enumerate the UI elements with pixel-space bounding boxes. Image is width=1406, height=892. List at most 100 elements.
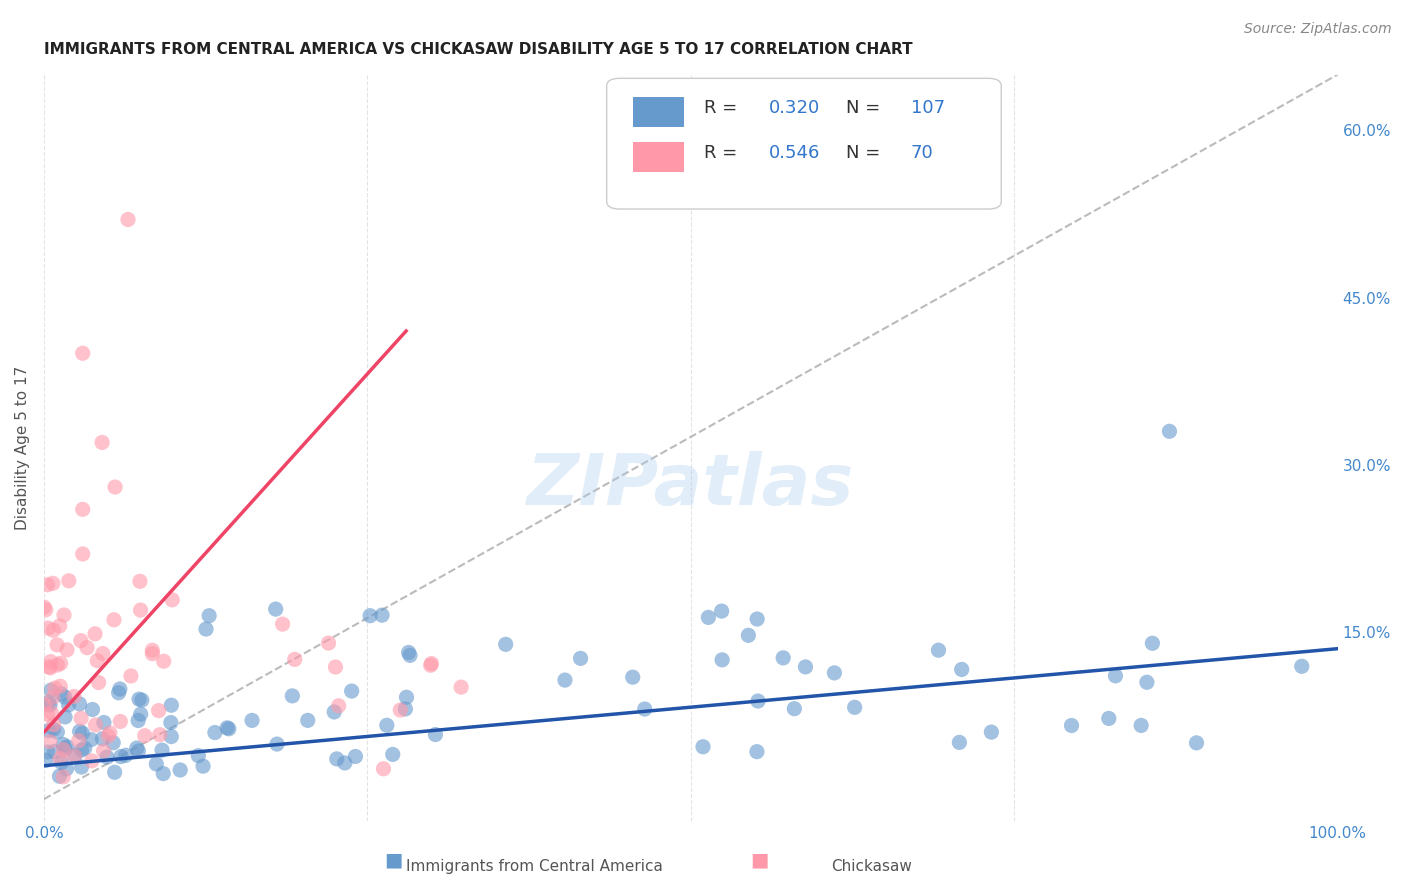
Immigrants from Central America xyxy=(191,759,214,773)
Immigrants from Central America xyxy=(395,690,418,705)
Chickasaw xyxy=(44,681,66,696)
Immigrants from Central America xyxy=(621,670,644,684)
Chickasaw xyxy=(419,658,441,673)
Immigrants from Central America xyxy=(240,714,263,728)
Text: ZIPatlas: ZIPatlas xyxy=(527,450,855,520)
Immigrants from Central America xyxy=(160,715,183,730)
Immigrants from Central America xyxy=(1098,711,1121,725)
Chickasaw xyxy=(91,647,114,661)
Text: 70: 70 xyxy=(911,144,934,162)
Chickasaw xyxy=(325,660,347,674)
Text: IMMIGRANTS FROM CENTRAL AMERICA VS CHICKASAW DISABILITY AGE 5 TO 17 CORRELATION : IMMIGRANTS FROM CENTRAL AMERICA VS CHICK… xyxy=(44,42,912,57)
FancyBboxPatch shape xyxy=(633,142,685,171)
Immigrants from Central America xyxy=(218,722,240,736)
Chickasaw xyxy=(80,754,103,768)
Chickasaw xyxy=(42,718,65,732)
Chickasaw xyxy=(141,643,163,657)
Immigrants from Central America xyxy=(371,608,394,623)
Chickasaw xyxy=(328,698,350,713)
Immigrants from Central America xyxy=(195,622,218,636)
Chickasaw xyxy=(93,744,115,758)
Immigrants from Central America xyxy=(96,750,118,764)
Immigrants from Central America xyxy=(48,769,70,783)
Chickasaw xyxy=(134,729,156,743)
Chickasaw xyxy=(46,658,69,673)
Chickasaw xyxy=(389,703,412,717)
Immigrants from Central America xyxy=(169,763,191,777)
Chickasaw xyxy=(117,212,139,227)
Immigrants from Central America xyxy=(38,723,60,738)
Immigrants from Central America xyxy=(950,663,973,677)
Chickasaw xyxy=(35,603,58,617)
Immigrants from Central America xyxy=(56,739,79,754)
Immigrants from Central America xyxy=(554,673,576,687)
Immigrants from Central America xyxy=(359,608,381,623)
Chickasaw xyxy=(129,603,152,617)
Immigrants from Central America xyxy=(70,743,93,757)
Immigrants from Central America xyxy=(323,705,346,719)
Immigrants from Central America xyxy=(281,689,304,703)
FancyBboxPatch shape xyxy=(606,78,1001,209)
Text: N =: N = xyxy=(846,144,880,162)
Immigrants from Central America xyxy=(1060,718,1083,732)
Chickasaw xyxy=(450,680,472,694)
Chickasaw xyxy=(318,636,340,650)
Chickasaw xyxy=(149,728,172,742)
Chickasaw xyxy=(52,742,75,756)
Chickasaw xyxy=(49,679,72,693)
Chickasaw xyxy=(141,647,163,661)
Chickasaw xyxy=(284,652,307,666)
Immigrants from Central America xyxy=(737,628,759,642)
Immigrants from Central America xyxy=(72,726,94,740)
Chickasaw xyxy=(42,576,65,591)
Chickasaw xyxy=(56,642,79,657)
Immigrants from Central America xyxy=(747,694,769,708)
Chickasaw xyxy=(39,706,62,720)
Immigrants from Central America xyxy=(145,756,167,771)
Immigrants from Central America xyxy=(634,702,657,716)
Immigrants from Central America xyxy=(333,756,356,770)
Chickasaw xyxy=(58,574,80,588)
Immigrants from Central America xyxy=(1104,669,1126,683)
Chickasaw xyxy=(160,592,183,607)
Text: 0.320: 0.320 xyxy=(769,99,820,117)
Chickasaw xyxy=(42,690,65,705)
Chickasaw xyxy=(76,640,98,655)
Chickasaw xyxy=(72,346,94,360)
Chickasaw xyxy=(70,633,93,648)
Chickasaw xyxy=(87,675,110,690)
Immigrants from Central America xyxy=(110,749,132,764)
Immigrants from Central America xyxy=(187,748,209,763)
Immigrants from Central America xyxy=(747,612,769,626)
Chickasaw xyxy=(91,435,114,450)
Text: R =: R = xyxy=(703,144,737,162)
Immigrants from Central America xyxy=(160,698,183,713)
Immigrants from Central America xyxy=(39,698,62,712)
Chickasaw xyxy=(34,698,56,712)
Chickasaw xyxy=(39,661,62,675)
Immigrants from Central America xyxy=(160,730,183,744)
Text: R =: R = xyxy=(703,99,737,117)
Chickasaw xyxy=(37,578,59,592)
Chickasaw xyxy=(63,690,86,704)
Immigrants from Central America xyxy=(69,724,91,739)
Immigrants from Central America xyxy=(823,665,845,680)
Immigrants from Central America xyxy=(399,648,422,663)
Immigrants from Central America xyxy=(794,660,817,674)
Immigrants from Central America xyxy=(375,718,398,732)
Immigrants from Central America xyxy=(39,683,62,698)
Immigrants from Central America xyxy=(927,643,949,657)
Immigrants from Central America xyxy=(1159,425,1181,439)
Text: ■: ■ xyxy=(384,851,404,870)
Immigrants from Central America xyxy=(114,748,136,763)
Immigrants from Central America xyxy=(51,687,73,701)
Chickasaw xyxy=(420,657,443,671)
Text: 107: 107 xyxy=(911,99,945,117)
Immigrants from Central America xyxy=(107,686,129,700)
Immigrants from Central America xyxy=(44,744,66,758)
Immigrants from Central America xyxy=(131,693,153,707)
Immigrants from Central America xyxy=(42,722,65,736)
Immigrants from Central America xyxy=(692,739,714,754)
Chickasaw xyxy=(37,621,59,635)
Immigrants from Central America xyxy=(127,714,149,728)
